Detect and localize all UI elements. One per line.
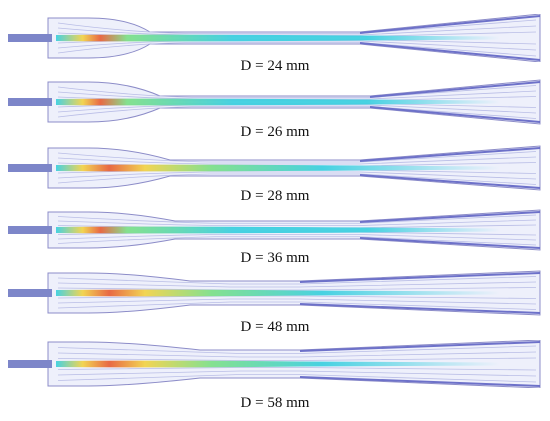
nozzle-panel-d48 [0, 269, 550, 317]
nozzle-panel-d36 [0, 206, 550, 254]
caption-d28: D = 28 mm [240, 188, 310, 204]
flow-contour-d48 [8, 270, 541, 316]
flow-contour-d24 [8, 14, 541, 62]
flow-contour-d36 [8, 209, 541, 251]
flow-contour-d58 [8, 340, 541, 388]
nozzle-panel-d26 [0, 78, 550, 126]
nozzle-panel-d28 [0, 144, 550, 192]
caption-d36: D = 36 mm [240, 250, 310, 266]
caption-d24: D = 24 mm [240, 58, 310, 74]
nozzle-panel-d58 [0, 340, 550, 388]
flow-contour-d28 [8, 145, 541, 191]
caption-d58: D = 58 mm [240, 395, 310, 411]
caption-d26: D = 26 mm [240, 124, 310, 140]
flow-contour-d26 [8, 79, 541, 125]
caption-d48: D = 48 mm [240, 319, 310, 335]
nozzle-panel-d24 [0, 14, 550, 62]
